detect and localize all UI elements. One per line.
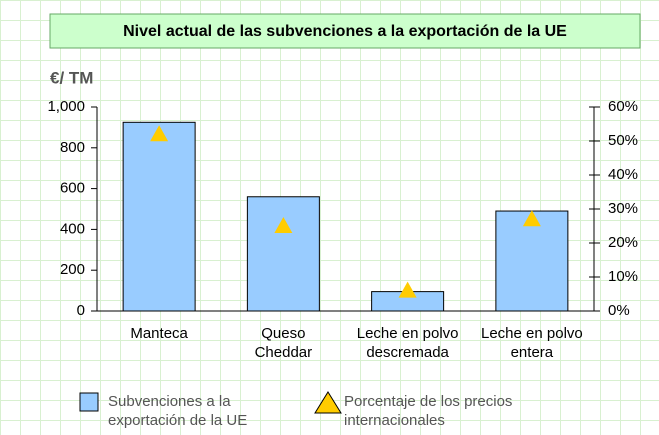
bar — [495, 210, 569, 312]
x-tick-label: Leche en polvo descremada — [356, 325, 459, 361]
y2-tick-label: 20% — [608, 234, 638, 251]
y-axis-label: €/ TM — [50, 68, 93, 87]
bar — [246, 196, 320, 312]
x-tick-label: Manteca — [130, 325, 188, 342]
legend-label: Subvenciones a la exportación de la UE — [108, 393, 248, 429]
y2-tick-label: 10% — [608, 268, 638, 285]
y-tick-label: 800 — [60, 139, 85, 156]
y-tick-label: 1,000 — [47, 98, 85, 115]
title-box — [49, 13, 641, 49]
y2-tick-label: 40% — [608, 166, 638, 183]
y2-tick-label: 0% — [608, 302, 630, 319]
marker — [522, 210, 541, 227]
y-tick-label: 600 — [60, 180, 85, 197]
y-tick-label: 200 — [60, 261, 85, 278]
marker — [274, 217, 293, 233]
legend-swatch — [314, 391, 342, 414]
legend-swatch — [79, 392, 99, 412]
marker — [150, 125, 169, 142]
legend-label: Porcentaje de los precios internacionale… — [344, 393, 513, 429]
y-tick-label: 0 — [77, 302, 85, 319]
marker — [398, 281, 417, 298]
x-tick-label: Queso Cheddar — [254, 325, 313, 361]
y-tick-label: 400 — [60, 220, 85, 237]
x-tick-label: Leche en polvo entera — [481, 325, 583, 361]
y2-tick-label: 50% — [608, 132, 638, 149]
y2-tick-label: 60% — [608, 98, 638, 115]
chart-title: Nivel actual de las subvenciones a la ex… — [123, 23, 567, 40]
bar — [122, 121, 196, 312]
y2-tick-label: 30% — [608, 200, 638, 217]
